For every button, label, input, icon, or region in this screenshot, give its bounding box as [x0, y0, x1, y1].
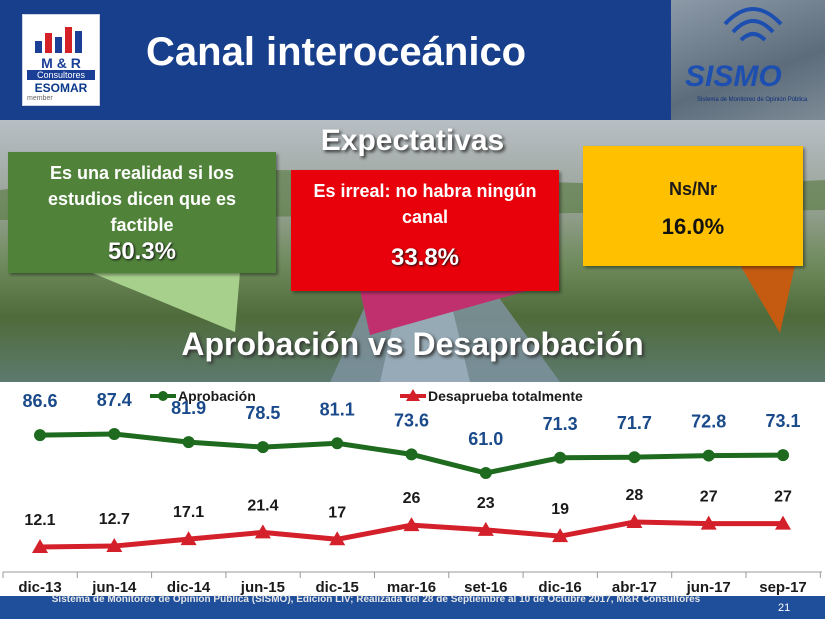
logo-mr-text: M & R	[41, 55, 81, 71]
page-number: 21	[778, 602, 791, 614]
legend-marker	[158, 391, 168, 401]
data-label: 81.1	[320, 399, 355, 419]
data-point	[477, 521, 494, 536]
data-point	[702, 449, 715, 462]
data-label: 81.9	[171, 398, 206, 418]
data-point	[34, 429, 46, 442]
data-point	[108, 428, 121, 440]
x-tick-label: jun-14	[91, 579, 137, 596]
data-label: 28	[626, 487, 644, 504]
data-point	[182, 436, 195, 449]
x-tick-label: dic-16	[538, 579, 581, 596]
sismo-logo-text: SISMO	[685, 60, 782, 93]
data-label: 73.1	[765, 411, 800, 431]
data-label: 12.7	[99, 511, 130, 528]
legend-marker	[406, 389, 420, 401]
signal-waves-icon	[723, 7, 783, 42]
data-label: 86.6	[22, 391, 57, 411]
data-label: 27	[774, 489, 792, 506]
footer-bar: Sistema de Monitoreo de Opinión Pública …	[0, 594, 825, 619]
legend-label: Aprobación	[178, 388, 256, 404]
data-label: 61.0	[468, 429, 503, 449]
x-tick-label: dic-13	[18, 579, 61, 596]
data-label: 17.1	[173, 504, 204, 521]
data-label: 71.3	[543, 414, 578, 434]
mr-consultores-logo: M & R Consultores ESOMAR member	[22, 14, 100, 106]
callout-irreal-text: Es irreal: no habra ningún canal	[313, 181, 537, 227]
data-point	[180, 531, 197, 546]
callout-nsnr: Ns/Nr 16.0%	[583, 146, 803, 266]
data-point	[329, 531, 346, 546]
data-label: 72.8	[691, 412, 726, 432]
data-label: 17	[328, 504, 346, 521]
sismo-logo-subtitle: Sistema de Monitoreo de Opinión Pública	[697, 97, 808, 103]
x-tick-label: sep-17	[759, 579, 807, 596]
data-point	[254, 524, 271, 539]
yellow-callout-tail	[740, 265, 795, 333]
x-tick-label: jun-15	[240, 579, 285, 596]
data-label: 19	[551, 501, 569, 518]
data-point	[554, 451, 567, 464]
data-label: 21.4	[247, 497, 278, 514]
callout-nsnr-text: Ns/Nr	[668, 179, 717, 199]
data-label: 27	[700, 489, 718, 506]
red-callout-tail	[360, 290, 530, 335]
data-point	[628, 451, 641, 464]
data-point	[700, 515, 717, 530]
callout-nsnr-value: 16.0%	[661, 214, 725, 239]
x-tick-label: jun-17	[686, 579, 731, 596]
data-point	[626, 514, 643, 528]
callout-realidad: Es una realidad si los estudios dicen qu…	[8, 152, 276, 273]
callout-irreal-value: 33.8%	[390, 244, 460, 271]
data-label: 12.1	[24, 512, 55, 529]
data-point	[775, 515, 791, 530]
data-point	[106, 538, 123, 553]
section-title: Aprobación vs Desaprobación	[181, 326, 644, 362]
logo-consultores-text: Consultores	[27, 70, 95, 80]
data-label: 26	[403, 490, 421, 507]
data-label: 78.5	[245, 403, 280, 423]
data-point	[32, 539, 48, 553]
footer-source-text: Sistema de Monitoreo de Opinión Pública …	[51, 594, 701, 605]
data-label: 23	[477, 495, 495, 512]
data-point	[552, 528, 569, 543]
chart-area: dic-13 jun-14 dic-14 jun-15 dic-15 mar-16 set-…	[0, 382, 825, 602]
expectativas-heading: Expectativas	[320, 124, 505, 157]
x-tick-label: set-16	[464, 579, 507, 596]
page-title: Canal interoceánico	[146, 30, 527, 74]
line-chart: dic-13 jun-14 dic-14 jun-15 dic-15 mar-16 set-…	[2, 388, 822, 596]
bar-chart-icon	[35, 27, 82, 53]
header-bar: M & R Consultores ESOMAR member Canal in…	[0, 0, 825, 120]
callout-realidad-value: 50.3%	[107, 238, 177, 265]
data-label: 87.4	[97, 390, 132, 410]
logo-esomar-text: ESOMAR	[34, 81, 88, 95]
data-point	[403, 517, 420, 532]
data-point	[777, 449, 789, 462]
green-callout-tail	[90, 272, 240, 332]
data-point	[256, 441, 269, 454]
callout-realidad-text: Es una realidad si los estudios dicen qu…	[47, 163, 237, 235]
x-tick-label: dic-15	[316, 579, 359, 596]
x-tick-label: abr-17	[612, 579, 657, 596]
data-point	[479, 467, 492, 479]
sismo-logo: SISMO Sistema de Monitoreo de Opinión Pú…	[671, 0, 825, 120]
x-tick-label: mar-16	[387, 579, 436, 596]
data-label: 71.7	[617, 413, 652, 433]
data-point	[405, 448, 418, 461]
x-tick-label: dic-14	[167, 579, 211, 596]
logo-member-text: member	[27, 95, 53, 102]
data-point	[331, 437, 344, 450]
callout-irreal: Es irreal: no habra ningún canal 33.8%	[291, 170, 559, 291]
data-label: 73.6	[394, 410, 429, 430]
legend-label: Desaprueba totalmente	[428, 388, 583, 404]
